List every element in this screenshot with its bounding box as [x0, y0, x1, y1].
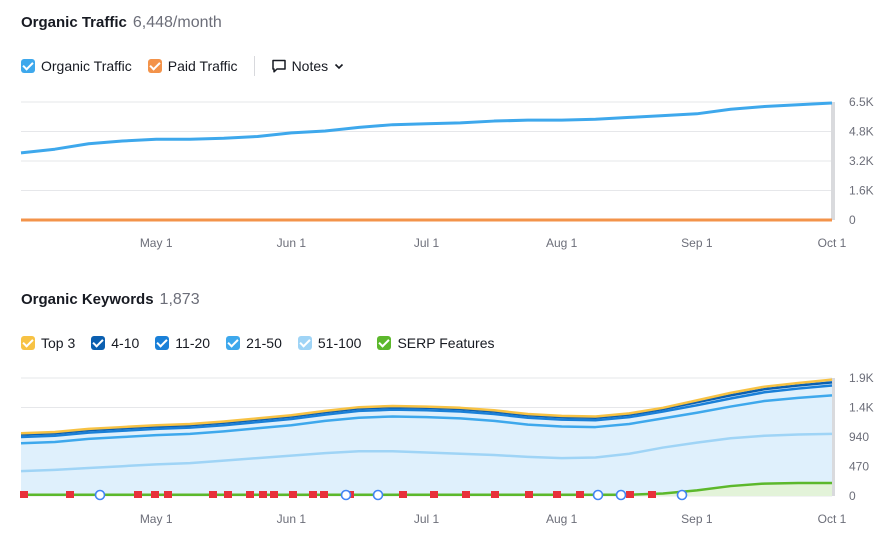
- series-line-21-50: [20, 394, 833, 445]
- y-tick-label: 4.8K: [849, 125, 874, 139]
- note-flag-icon: [209, 491, 217, 498]
- series-line-51-100: [20, 432, 833, 473]
- y-tick-label: 1.4K: [849, 401, 874, 415]
- note-flag-icon: [648, 491, 656, 498]
- checkbox-icon[interactable]: [21, 59, 35, 73]
- note-flag-icon: [399, 491, 407, 498]
- note-flag-icon: [320, 491, 328, 498]
- note-flag-icon: [430, 491, 438, 498]
- legend-top-3[interactable]: Top 3: [21, 335, 75, 351]
- y-tick-label: 0: [849, 489, 856, 503]
- note-flag-icon: [151, 491, 159, 498]
- legend-label: 21-50: [246, 335, 282, 351]
- legend-label: Top 3: [41, 335, 76, 351]
- notes-button[interactable]: Notes: [271, 58, 352, 74]
- google-update-icon: [592, 489, 604, 501]
- note-flag-icon: [246, 491, 254, 498]
- organic-keywords-chart: 1.9K 1.4K 940 470 0 May 1 Jun 1 Jul 1 Aug 1 Sep 1…: [20, 371, 874, 526]
- y-tick-label: 470: [849, 460, 869, 474]
- google-update-icon: [94, 489, 106, 501]
- note-flag-icon: [134, 491, 142, 498]
- checkbox-icon[interactable]: [297, 336, 312, 350]
- note-flag-icon: [289, 491, 297, 498]
- legend-label: 11-20: [175, 335, 211, 351]
- legend-label: 51-100: [317, 335, 362, 351]
- range-end-marker: [831, 102, 835, 220]
- checkbox-icon[interactable]: [21, 336, 35, 350]
- x-tick-label: Sep 1: [681, 512, 713, 526]
- y-tick-label: 1.6K: [849, 184, 874, 198]
- note-flag-icon: [553, 491, 561, 498]
- area-fill: [21, 379, 832, 496]
- series-line-organic-traffic: [20, 101, 833, 155]
- google-update-icon: [676, 489, 688, 501]
- x-tick-label: Sep 1: [681, 236, 713, 250]
- chevron-down-icon: [335, 63, 344, 70]
- legend-11-20[interactable]: 11-20: [155, 335, 210, 351]
- legend-4-10[interactable]: 4-10: [91, 335, 139, 351]
- legend-divider: [253, 56, 255, 76]
- note-flag-icon: [259, 491, 267, 498]
- checkbox-icon[interactable]: [91, 336, 106, 350]
- x-tick-label: Aug 1: [546, 512, 578, 526]
- series-line-top-3: [20, 378, 833, 435]
- traffic-legend: Organic Traffic Paid Traffic Notes: [21, 56, 351, 76]
- google-update-icon: [372, 489, 384, 501]
- google-update-icon: [615, 489, 627, 501]
- note-flag-icon: [525, 491, 533, 498]
- y-tick-label: 3.2K: [849, 154, 874, 168]
- traffic-title-text: Organic Traffic: [21, 14, 127, 31]
- checkbox-icon[interactable]: [377, 336, 392, 350]
- organic-traffic-chart: 6.5K 4.8K 3.2K 1.6K 0 May 1 Jun 1 Jul 1 Aug 1 Sep…: [20, 95, 874, 250]
- keywords-value: 1,873: [159, 291, 200, 308]
- serp-area-fill: [21, 482, 832, 496]
- legend-label: 4-10: [111, 335, 140, 351]
- note-flag-icon: [462, 491, 470, 498]
- google-update-icon: [340, 489, 352, 501]
- y-tick-label: 1.9K: [849, 371, 874, 385]
- x-tick-label: May 1: [140, 512, 173, 526]
- checkbox-icon[interactable]: [226, 336, 241, 350]
- x-tick-label: Jun 1: [277, 236, 307, 250]
- legend-label: Paid Traffic: [167, 58, 238, 74]
- legend-label: SERP Features: [397, 335, 495, 351]
- note-flag-icon: [270, 491, 278, 498]
- traffic-title: Organic Traffic 6,448/month: [21, 14, 222, 32]
- checkbox-icon[interactable]: [147, 59, 162, 73]
- x-tick-label: Jul 1: [414, 512, 440, 526]
- checkbox-icon[interactable]: [155, 336, 170, 350]
- legend-label: Organic Traffic: [41, 58, 132, 74]
- x-tick-label: Aug 1: [546, 236, 578, 250]
- keywords-title: Organic Keywords 1,873: [21, 291, 200, 309]
- range-end-marker: [831, 378, 835, 496]
- legend-serp-features[interactable]: SERP Features: [377, 335, 494, 351]
- x-tick-label: Oct 1: [818, 512, 847, 526]
- x-tick-label: Oct 1: [818, 236, 847, 250]
- legend-21-50[interactable]: 21-50: [226, 335, 282, 351]
- traffic-value: 6,448/month: [132, 14, 222, 31]
- x-tick-label: Jul 1: [414, 236, 440, 250]
- note-flag-icon: [66, 491, 74, 498]
- y-tick-label: 940: [849, 430, 869, 444]
- legend-organic-traffic[interactable]: Organic Traffic: [21, 58, 132, 74]
- series-line-11-20: [20, 384, 833, 439]
- notes-icon: [271, 59, 286, 73]
- note-flag-icon: [626, 491, 634, 498]
- note-flag-icon: [224, 491, 232, 498]
- keywords-title-text: Organic Keywords: [21, 291, 154, 308]
- note-flag-icon: [20, 491, 28, 498]
- y-tick-label: 6.5K: [849, 95, 874, 109]
- notes-label: Notes: [291, 58, 329, 74]
- note-flag-icon: [576, 491, 584, 498]
- x-tick-label: May 1: [140, 236, 173, 250]
- y-tick-label: 0: [849, 213, 856, 227]
- legend-51-100[interactable]: 51-100: [297, 335, 362, 351]
- legend-paid-traffic[interactable]: Paid Traffic: [147, 58, 238, 74]
- note-flag-icon: [309, 491, 317, 498]
- x-tick-label: Jun 1: [277, 512, 307, 526]
- keywords-legend: Top 3 4-10 11-20 21-50 51-100 SERP Featu…: [21, 333, 510, 353]
- note-flag-icon: [491, 491, 499, 498]
- note-flag-icon: [164, 491, 172, 498]
